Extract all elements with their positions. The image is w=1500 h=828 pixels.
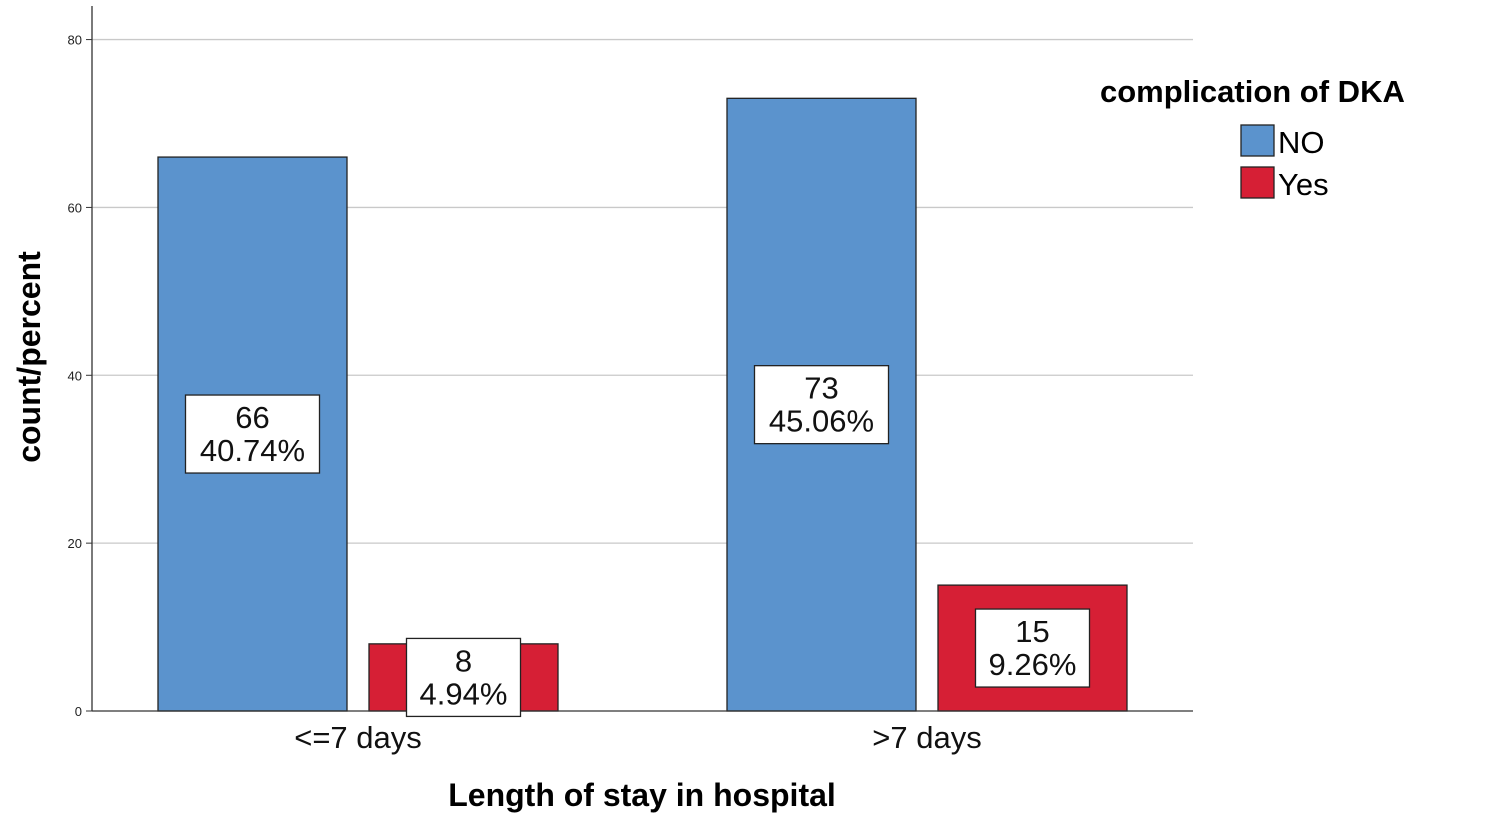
data-label-box [974, 608, 1091, 688]
y-tick-label: 0 [75, 704, 82, 719]
x-tick-label: >7 days [872, 720, 981, 755]
data-label-percent: 40.74% [200, 433, 305, 468]
data-label-box [753, 365, 890, 445]
data-label-percent: 9.26% [989, 647, 1077, 682]
data-label-box [405, 637, 522, 718]
data-label-box [184, 394, 321, 474]
legend-label-yes: Yes [1278, 167, 1329, 202]
y-tick-label: 60 [68, 200, 82, 215]
data-label-count: 8 [455, 643, 472, 678]
data-label-percent: 4.94% [420, 676, 508, 711]
legend-swatch-no [1240, 124, 1275, 157]
legend-items: NO Yes [1240, 124, 1329, 202]
y-tick-label: 20 [68, 536, 82, 551]
axes: 0 20 40 60 80 <=7 days >7 days [68, 6, 1193, 755]
y-tick-label: 80 [68, 33, 82, 48]
legend: complication of DKA NO Yes [1100, 74, 1405, 202]
legend-title: complication of DKA [1100, 74, 1405, 109]
x-tick-label: <=7 days [294, 720, 422, 755]
data-label-count: 66 [235, 400, 269, 435]
legend-label-no: NO [1278, 125, 1325, 160]
data-label-count: 73 [804, 371, 838, 406]
y-tick-label: 40 [68, 368, 82, 383]
data-label-count: 15 [1015, 614, 1049, 649]
y-axis-title: count/percent [11, 251, 47, 463]
x-axis-title: Length of stay in hospital [448, 777, 836, 813]
legend-swatch-yes [1240, 166, 1275, 199]
data-label-percent: 45.06% [769, 404, 874, 439]
